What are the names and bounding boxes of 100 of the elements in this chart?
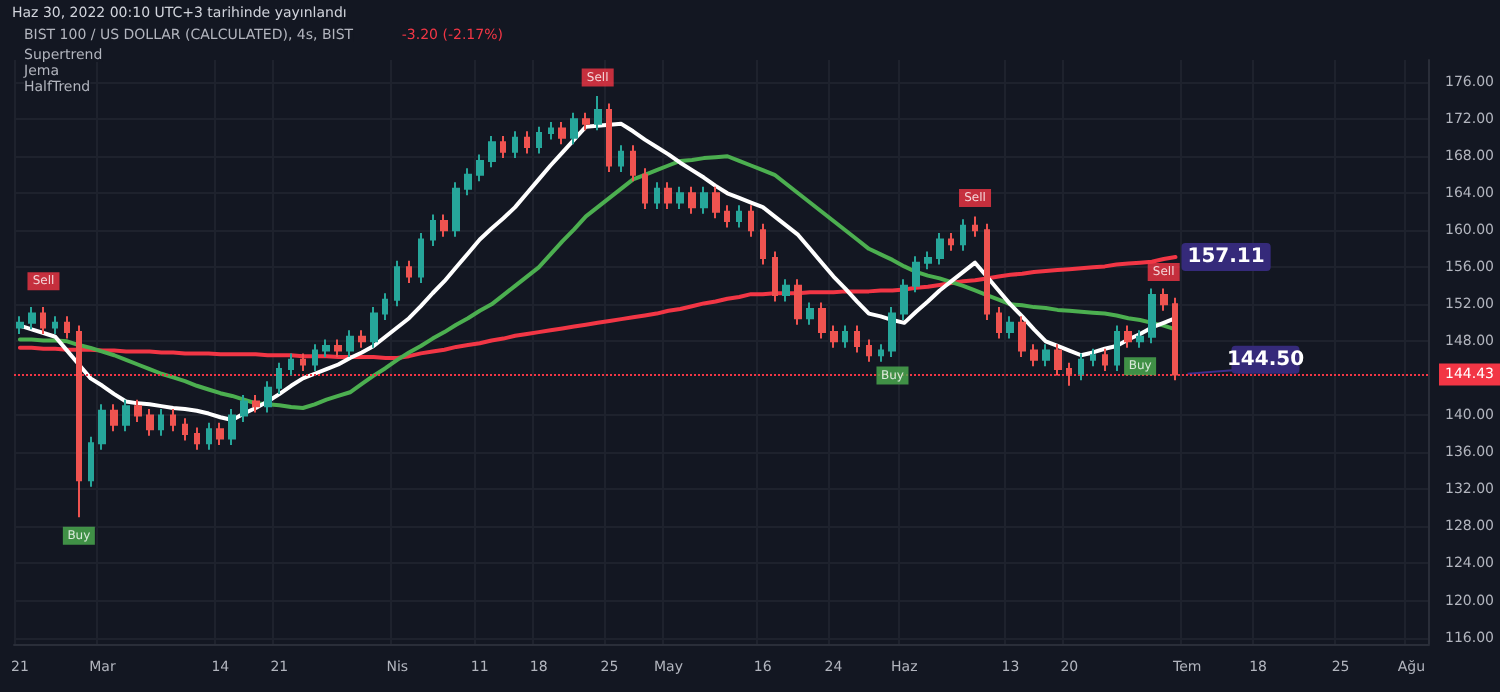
candlestick bbox=[606, 102, 612, 173]
candlestick bbox=[642, 167, 648, 211]
candlestick bbox=[618, 144, 624, 173]
candlestick bbox=[276, 361, 282, 396]
candlestick bbox=[512, 130, 518, 160]
candlestick bbox=[464, 167, 472, 197]
candlestick bbox=[842, 324, 848, 349]
line-series bbox=[17, 154, 1178, 410]
candlestick bbox=[406, 259, 412, 285]
candlestick bbox=[594, 95, 602, 132]
candlestick bbox=[500, 134, 506, 160]
candlestick bbox=[772, 250, 778, 303]
candlestick bbox=[134, 398, 142, 423]
candlestick bbox=[300, 352, 306, 372]
candlestick bbox=[370, 306, 378, 349]
candlestick bbox=[430, 213, 436, 248]
candlestick bbox=[182, 417, 188, 442]
candlestick bbox=[654, 181, 660, 211]
candlestick bbox=[794, 278, 802, 326]
candlestick bbox=[312, 343, 318, 372]
candlestick bbox=[830, 324, 838, 349]
candlestick bbox=[40, 306, 46, 335]
candlestick bbox=[818, 301, 826, 340]
candlestick bbox=[358, 329, 366, 349]
candlestick bbox=[322, 338, 330, 359]
candlestick bbox=[984, 222, 990, 322]
candlestick bbox=[936, 232, 944, 266]
candlestick bbox=[558, 121, 566, 146]
candlestick bbox=[1124, 324, 1132, 349]
candlestick bbox=[664, 181, 672, 211]
candlestick bbox=[1172, 296, 1178, 382]
candlestick bbox=[536, 125, 542, 155]
candlestick bbox=[1042, 343, 1050, 368]
candlestick bbox=[748, 204, 754, 238]
candlestick bbox=[1030, 343, 1038, 368]
candlestick bbox=[582, 111, 590, 132]
candlestick bbox=[452, 181, 460, 238]
candlestick bbox=[948, 232, 954, 252]
candlestick bbox=[264, 380, 272, 414]
candlestick bbox=[1160, 287, 1168, 312]
candlestick bbox=[806, 301, 814, 326]
candlestick bbox=[488, 134, 496, 169]
candlestick bbox=[1018, 315, 1026, 359]
candlestick bbox=[878, 343, 884, 363]
candlestick bbox=[700, 185, 708, 215]
candlestick bbox=[28, 306, 36, 331]
candlestick bbox=[1090, 347, 1096, 368]
candlestick bbox=[724, 204, 730, 229]
candlestick bbox=[64, 315, 70, 340]
candlestick bbox=[98, 403, 106, 451]
line-series bbox=[17, 121, 1178, 423]
candlestick bbox=[346, 329, 354, 359]
candlestick bbox=[146, 407, 154, 437]
candlestick bbox=[334, 338, 342, 359]
candlestick bbox=[1136, 329, 1144, 349]
candlestick bbox=[440, 213, 448, 238]
candlestick bbox=[476, 153, 484, 183]
candlestick bbox=[760, 222, 766, 266]
candlestick bbox=[216, 421, 224, 447]
candlestick bbox=[158, 407, 164, 437]
line-series bbox=[17, 255, 1178, 361]
candlestick bbox=[1006, 315, 1014, 340]
candlestick bbox=[570, 111, 578, 146]
candlestick bbox=[924, 250, 932, 271]
candlestick bbox=[252, 394, 260, 414]
candlestick bbox=[996, 306, 1002, 340]
candlestick bbox=[170, 407, 176, 433]
candlestick bbox=[688, 185, 696, 215]
candlestick bbox=[854, 324, 860, 354]
candlestick bbox=[240, 394, 248, 423]
candlestick bbox=[382, 292, 388, 322]
candlestick bbox=[782, 278, 790, 303]
candlestick bbox=[1078, 352, 1084, 382]
candlestick bbox=[228, 407, 236, 447]
candlestick bbox=[1148, 287, 1156, 345]
candlestick bbox=[122, 398, 130, 433]
candlestick bbox=[866, 338, 872, 363]
candlestick bbox=[394, 259, 400, 308]
candlestick bbox=[16, 315, 24, 335]
candlestick bbox=[888, 306, 896, 359]
candlestick bbox=[194, 426, 200, 451]
data-label: 157.11 bbox=[1187, 246, 1265, 269]
candlestick bbox=[1054, 343, 1062, 377]
candlestick bbox=[960, 218, 966, 252]
candlestick bbox=[110, 403, 118, 433]
candlestick bbox=[676, 185, 684, 211]
candlestick bbox=[736, 204, 742, 229]
candlestick bbox=[524, 130, 530, 155]
candlestick bbox=[1102, 347, 1108, 372]
candlestick bbox=[206, 421, 212, 451]
candlestick bbox=[900, 278, 908, 322]
annotation: 144.50 bbox=[1226, 348, 1305, 371]
candlestick bbox=[630, 144, 636, 183]
candlestick bbox=[972, 215, 978, 238]
candlestick bbox=[712, 185, 720, 220]
candlestick bbox=[1066, 361, 1072, 387]
candlestick bbox=[52, 315, 58, 335]
candlestick bbox=[912, 255, 920, 294]
candlestick bbox=[88, 435, 94, 488]
candlestick bbox=[1114, 324, 1120, 372]
